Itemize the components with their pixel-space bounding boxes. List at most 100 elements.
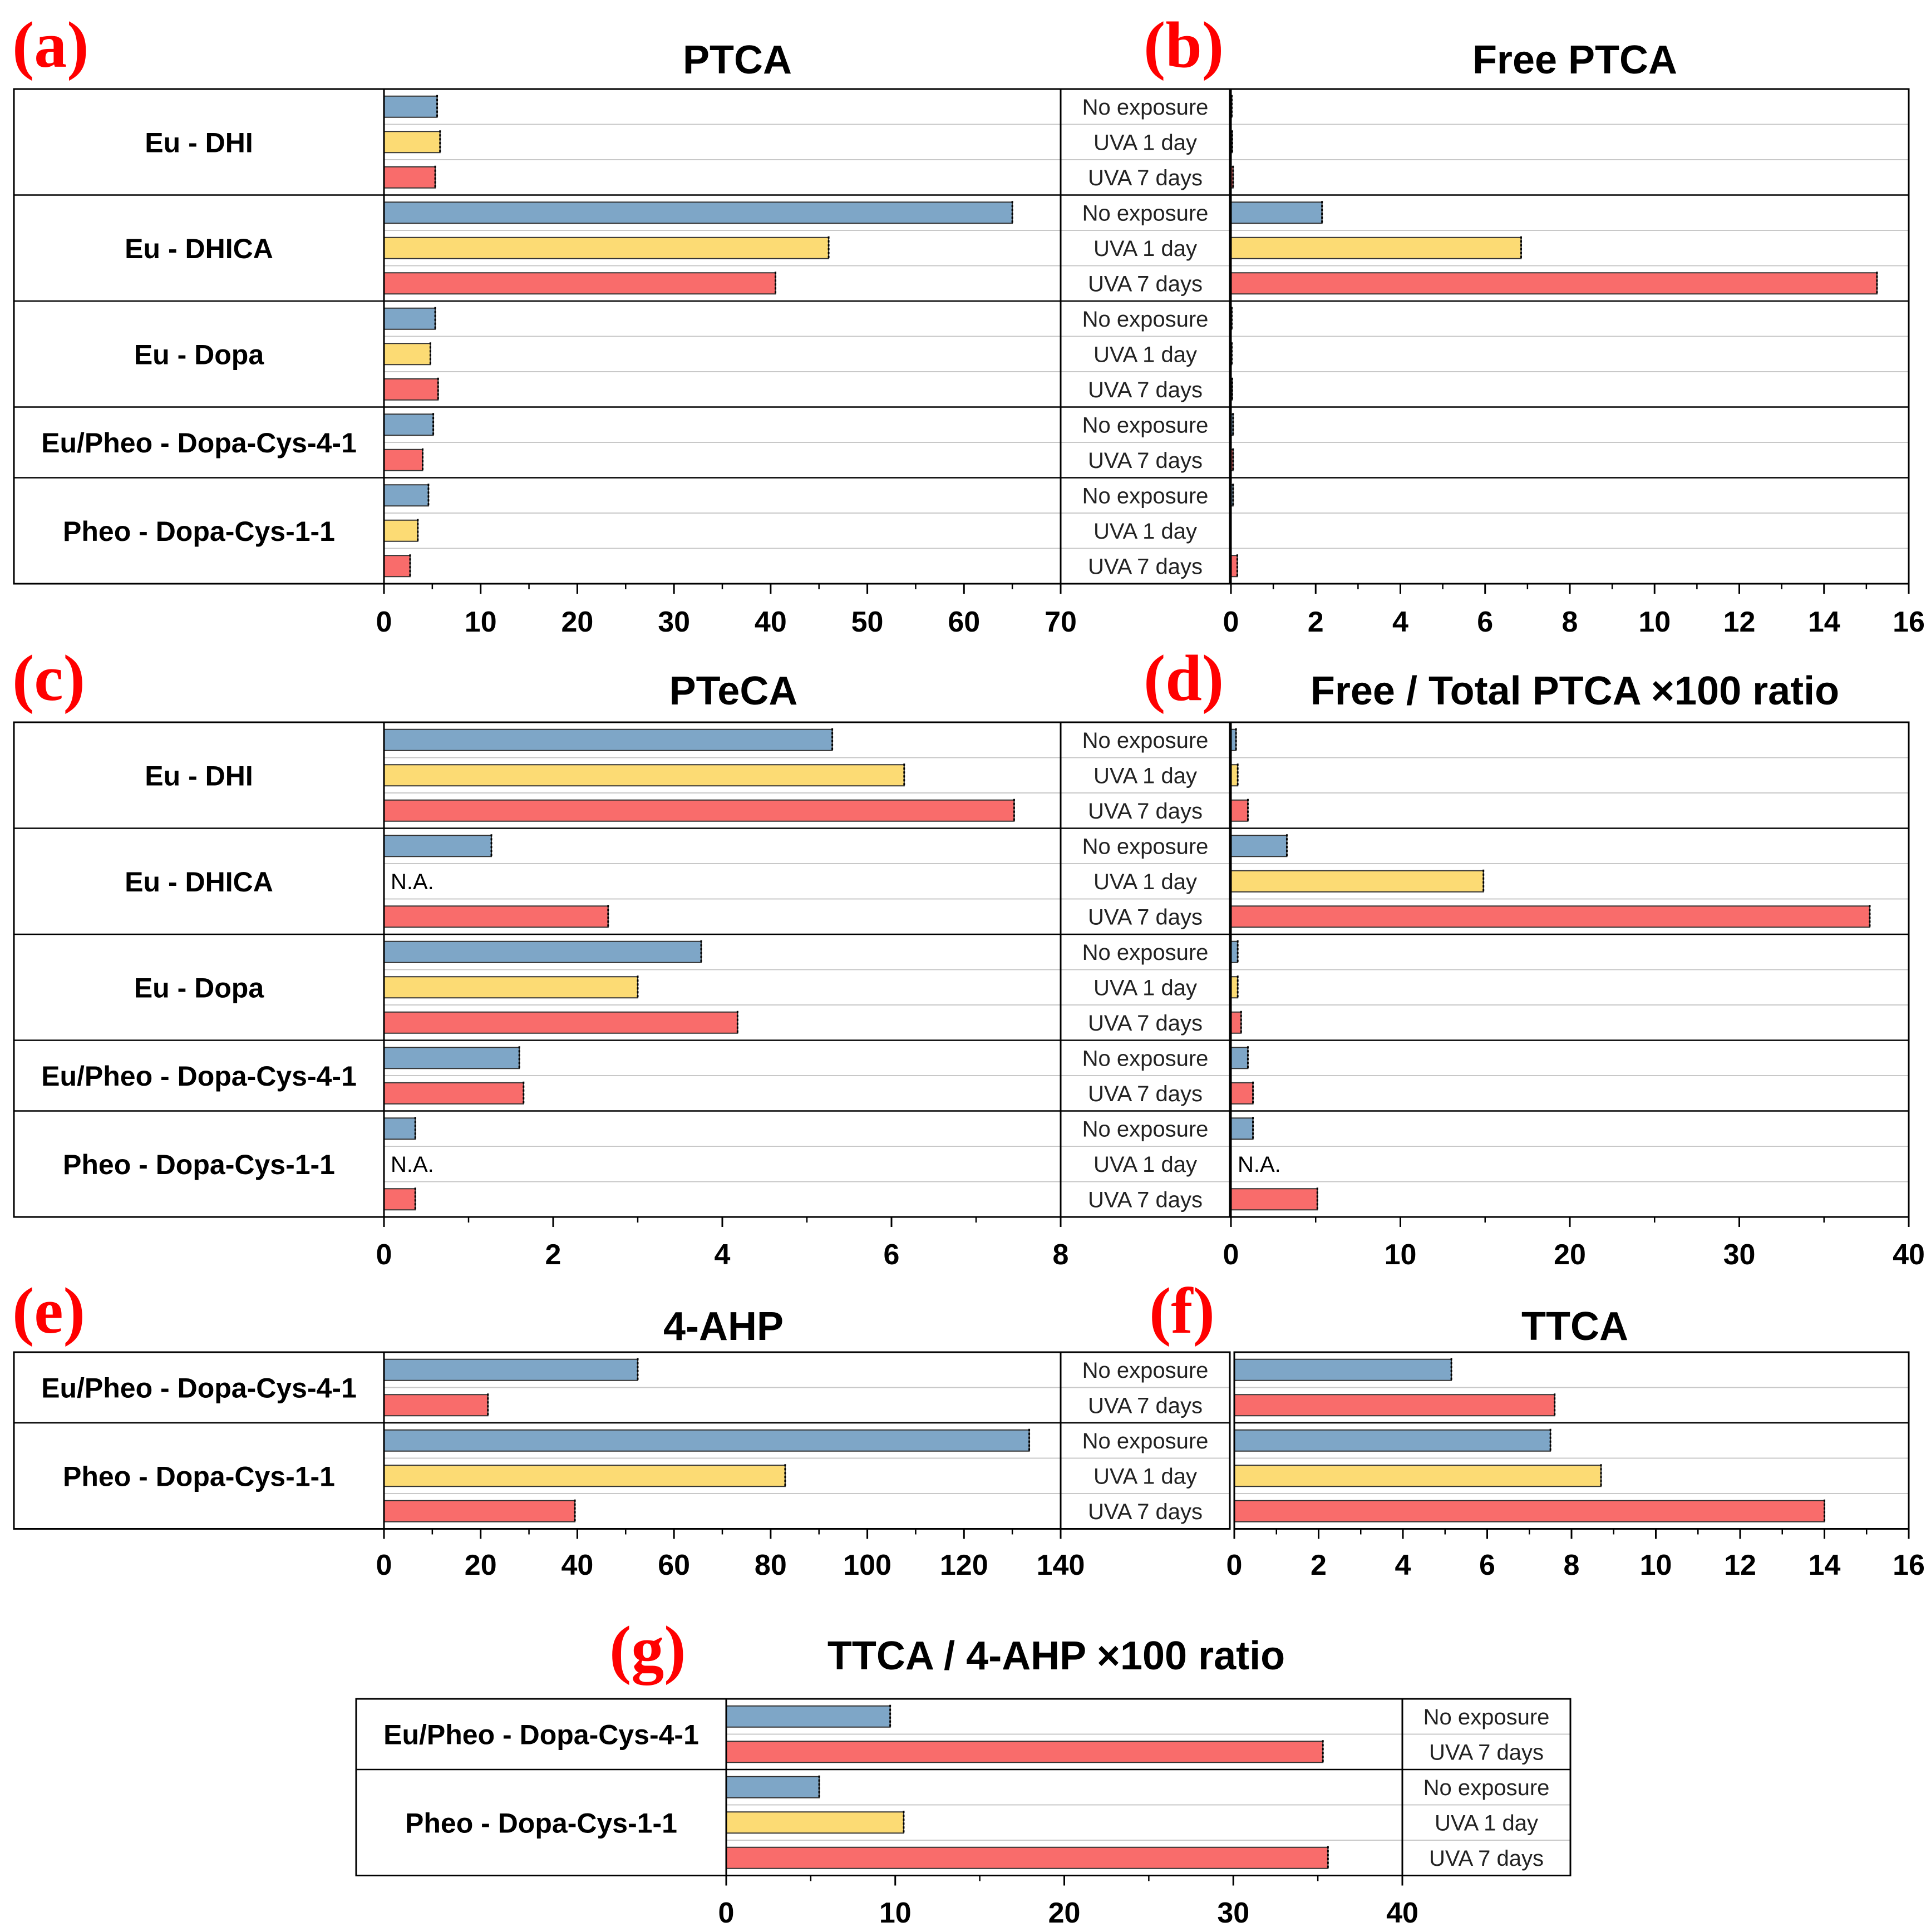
x-tick-label: 16 — [1893, 1549, 1925, 1581]
x-tick-label: 14 — [1808, 606, 1840, 638]
x-tick-label: 8 — [1564, 1549, 1580, 1581]
bar — [726, 1846, 1329, 1869]
condition-label: UVA 1 day — [1093, 870, 1197, 894]
bar — [383, 1500, 576, 1522]
condition-label: UVA 7 days — [1088, 1393, 1203, 1418]
x-tick-label: 40 — [1386, 1897, 1418, 1929]
bar — [383, 1047, 520, 1070]
x-tick-label: 20 — [465, 1549, 497, 1581]
condition-label: No exposure — [1423, 1705, 1550, 1729]
bar — [383, 905, 609, 928]
x-tick-label: 2 — [1311, 1549, 1327, 1581]
condition-label: UVA 1 day — [1093, 1152, 1197, 1177]
group-label: Pheo - Dopa-Cys-1-1 — [405, 1807, 677, 1839]
x-tick-label: 20 — [1048, 1897, 1081, 1929]
condition-label: UVA 1 day — [1093, 975, 1197, 1000]
bar — [1230, 940, 1239, 963]
condition-label: No exposure — [1082, 95, 1209, 120]
x-tick-label: 40 — [561, 1549, 594, 1581]
bar — [1230, 1047, 1249, 1070]
bar — [383, 1011, 738, 1034]
panel-letter: (c) — [12, 642, 85, 714]
bar — [383, 201, 1013, 224]
condition-label: UVA 1 day — [1093, 342, 1197, 367]
x-tick-label: 0 — [376, 1239, 392, 1271]
group-label: Eu - Dopa — [134, 972, 265, 1003]
condition-label: UVA 1 day — [1093, 236, 1197, 261]
x-tick-label: 4 — [1392, 606, 1408, 638]
group-label: Eu/Pheo - Dopa-Cys-4-1 — [41, 427, 357, 459]
condition-label: No exposure — [1082, 1429, 1209, 1453]
bar — [1230, 976, 1239, 999]
bar — [383, 1465, 786, 1487]
bar — [1234, 1429, 1551, 1452]
x-tick-label: 120 — [940, 1549, 988, 1581]
x-tick-label: 30 — [658, 606, 690, 638]
group-label: Eu - DHICA — [125, 866, 273, 898]
x-tick-label: 40 — [1893, 1239, 1925, 1271]
condition-label: UVA 7 days — [1088, 905, 1203, 929]
x-tick-label: 20 — [1554, 1239, 1586, 1271]
x-tick-label: 0 — [1223, 1239, 1239, 1271]
chart-title: TTCA / 4-AHP ×100 ratio — [827, 1634, 1285, 1678]
x-tick-label: 4 — [1395, 1549, 1411, 1581]
condition-label: No exposure — [1082, 940, 1209, 965]
bar — [383, 1082, 524, 1105]
bar — [1234, 1500, 1825, 1522]
group-label: Eu - DHI — [145, 760, 253, 791]
x-tick-label: 80 — [755, 1549, 787, 1581]
na-label: N.A. — [1238, 1152, 1281, 1177]
group-label: Eu - Dopa — [134, 339, 265, 370]
condition-label: No exposure — [1082, 307, 1209, 332]
bar — [383, 413, 434, 436]
group-label: Eu/Pheo - Dopa-Cys-4-1 — [41, 1373, 357, 1404]
bar — [726, 1741, 1324, 1763]
bar — [383, 799, 1015, 822]
x-tick-label: 0 — [376, 1549, 392, 1581]
group-label: Eu - DHICA — [125, 233, 273, 264]
x-tick-label: 50 — [851, 606, 884, 638]
condition-label: UVA 1 day — [1093, 130, 1197, 155]
condition-label: No exposure — [1082, 1358, 1209, 1383]
x-tick-label: 10 — [1638, 606, 1671, 638]
bar — [383, 1188, 416, 1211]
group-label: Pheo - Dopa-Cys-1-1 — [63, 1461, 335, 1492]
condition-label: No exposure — [1082, 834, 1209, 859]
bar — [1230, 236, 1522, 259]
bar — [383, 1394, 489, 1417]
condition-label: UVA 7 days — [1088, 554, 1203, 579]
bar — [726, 1811, 904, 1834]
condition-label: UVA 7 days — [1088, 1187, 1203, 1212]
x-tick-label: 6 — [1477, 606, 1493, 638]
chart-title: 4-AHP — [663, 1304, 784, 1349]
bar — [1230, 764, 1239, 787]
panel-frame — [13, 1351, 1231, 1530]
panel-letter: (a) — [12, 8, 89, 81]
bar — [383, 835, 492, 857]
x-tick-label: 30 — [1723, 1239, 1756, 1271]
x-tick-label: 10 — [879, 1897, 912, 1929]
bar — [383, 131, 441, 154]
x-tick-label: 2 — [1308, 606, 1324, 638]
bar — [383, 728, 833, 751]
panel-frame — [13, 721, 1231, 1218]
condition-label: UVA 7 days — [1088, 378, 1203, 402]
chart-title: Free PTCA — [1472, 38, 1677, 82]
x-tick-label: 14 — [1809, 1549, 1841, 1581]
bar — [383, 236, 830, 259]
chart-title: Free / Total PTCA ×100 ratio — [1311, 669, 1839, 713]
bar — [1230, 905, 1870, 928]
bar — [726, 1776, 820, 1798]
x-tick-label: 40 — [755, 606, 787, 638]
bar — [1230, 835, 1288, 857]
bar — [1230, 1082, 1254, 1105]
condition-label: UVA 7 days — [1088, 1082, 1203, 1106]
x-tick-label: 12 — [1723, 606, 1756, 638]
panel-frame — [13, 88, 1231, 585]
x-tick-label: 70 — [1045, 606, 1077, 638]
condition-label: No exposure — [1082, 728, 1209, 753]
bar — [726, 1705, 891, 1728]
condition-label: UVA 7 days — [1429, 1740, 1544, 1765]
bar — [1234, 1465, 1602, 1487]
bar — [1230, 1117, 1254, 1140]
